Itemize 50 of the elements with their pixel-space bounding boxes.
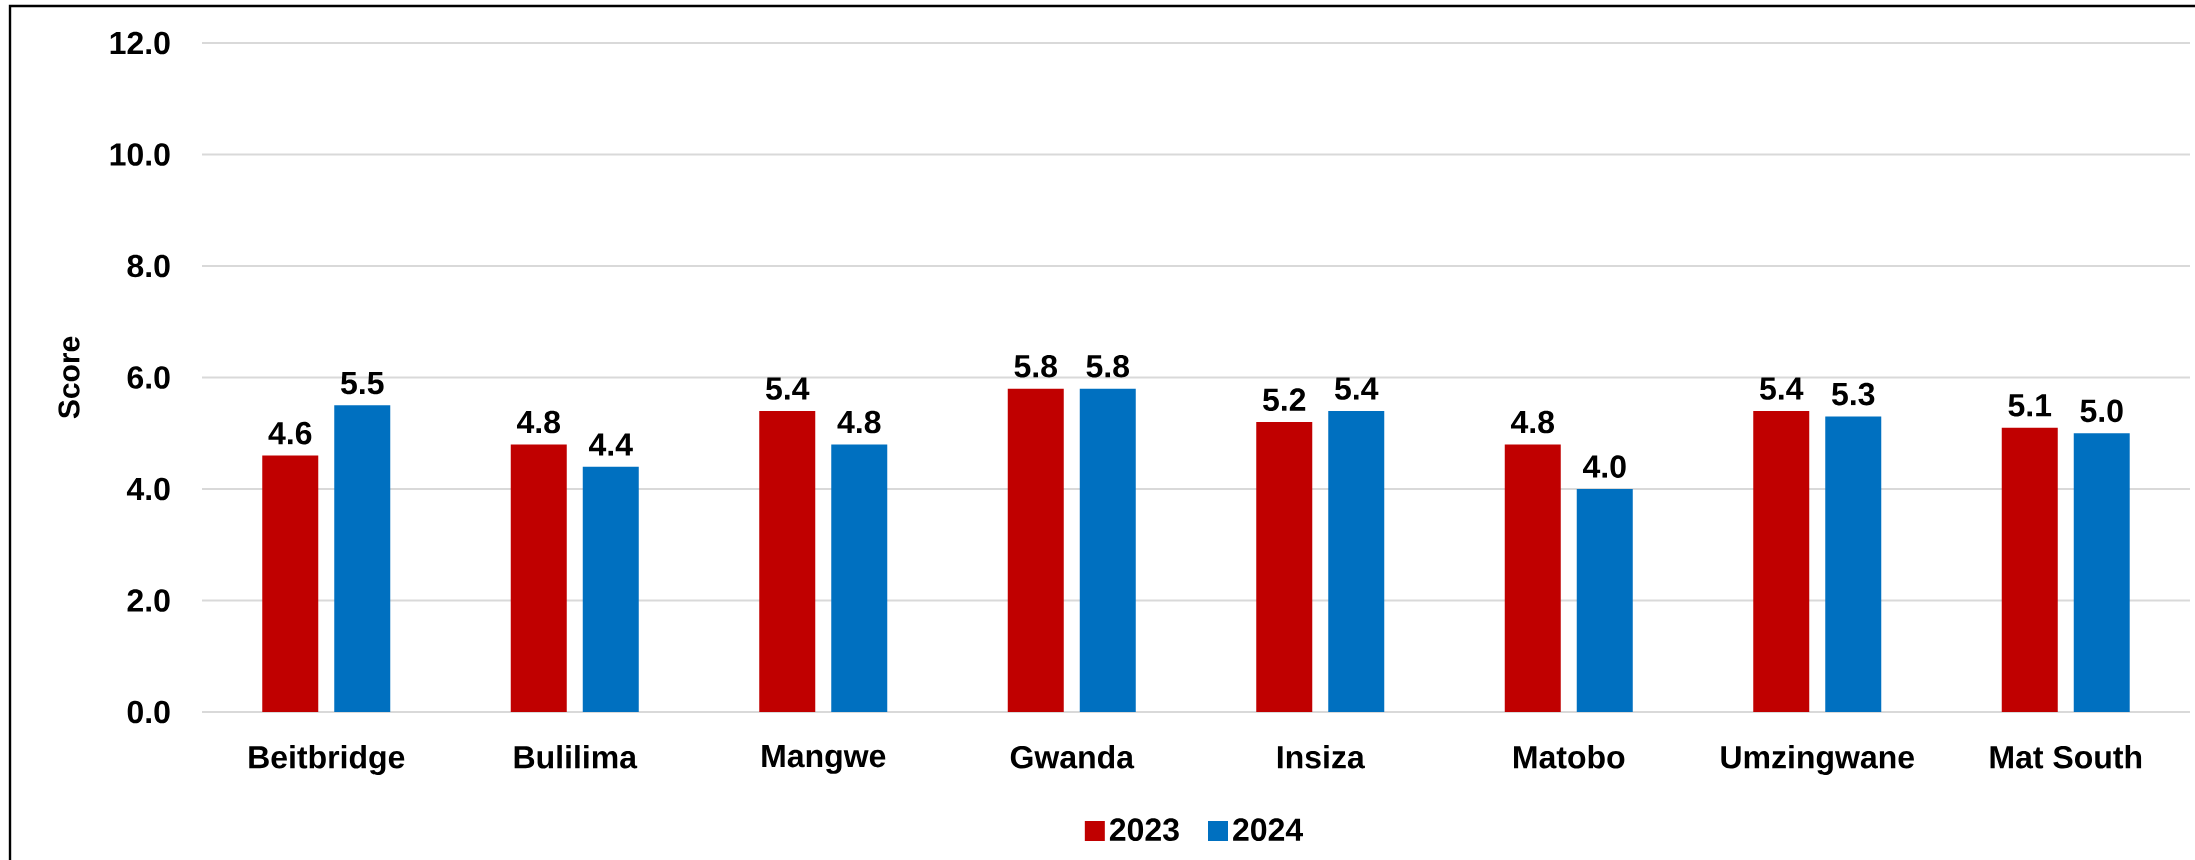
bar [759,410,816,712]
x-tick-label: Insiza [1277,745,1365,769]
y-tick-label: 4.0 [126,477,170,501]
x-tick-label: Matobo [1514,745,1625,769]
bar [1256,422,1313,712]
data-label: 5.0 [2080,399,2123,423]
data-label: 5.3 [1831,382,1875,406]
data-label: 5.8 [1086,354,1130,378]
x-tick-label: Gwanda [1010,745,1135,769]
bar [1079,388,1136,712]
y-tick-label: 8.0 [127,254,170,278]
bar [334,405,391,712]
data-label: 4.8 [1510,410,1555,434]
data-label: 5.1 [2008,394,2052,417]
x-tick-label: Umzingwane [1721,745,1914,776]
legend-label: 2023 [1109,818,1179,842]
x-tick-label: Mangwe [762,745,886,774]
y-tick-label: 2.0 [127,589,170,612]
y-tick-label: 10.0 [110,143,170,166]
bar [1576,488,1633,712]
x-tick-label: Beitbridge [249,745,405,776]
data-label: 5.4 [765,377,810,400]
x-tick-label: Mat South [1990,745,2142,769]
data-label: 5.5 [340,371,384,395]
bar [1007,388,1064,712]
y-tick-label: 0.0 [127,700,170,724]
bar [1753,410,1810,712]
data-label: 4.4 [588,433,633,456]
bar [1825,416,1882,712]
data-label: 4.8 [516,410,561,434]
bar [1504,444,1561,712]
data-label: 5.4 [1334,377,1379,400]
bar [1328,410,1385,712]
data-label: 5.8 [1014,354,1058,378]
bar [831,444,888,712]
bar [510,444,567,712]
data-label: 4.6 [268,421,312,445]
bar [2073,433,2130,712]
x-tick-label: Bulilima [514,745,638,769]
bar [262,455,319,712]
bar [582,466,639,712]
y-tick-label: 6.0 [127,366,170,389]
data-label: 4.0 [1582,455,1626,478]
data-label: 5.4 [1759,377,1804,400]
data-label: 4.8 [837,410,881,434]
legend-label: 2024 [1233,818,1304,841]
y-axis-title: Score [58,336,80,419]
data-label: 5.2 [1262,388,1306,412]
y-tick-label: 12.0 [110,31,170,55]
bar [2001,427,2058,712]
